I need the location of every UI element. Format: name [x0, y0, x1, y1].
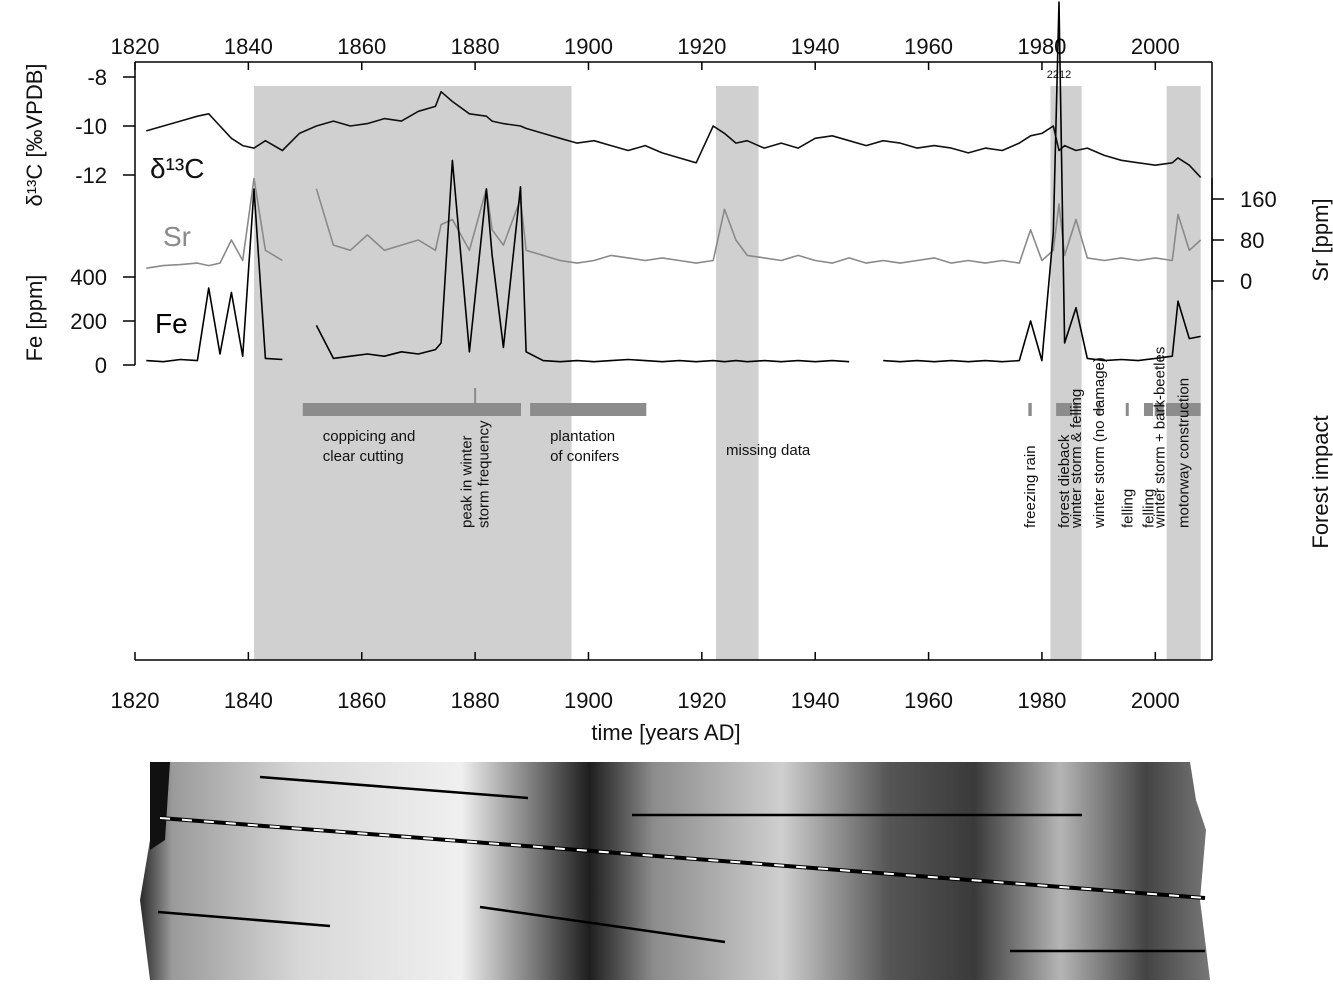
series-label: Fe — [155, 308, 188, 339]
x-tick-label: 2000 — [1131, 34, 1180, 59]
x-tick-label: 1860 — [337, 34, 386, 59]
x-tick-label: 1940 — [791, 688, 840, 713]
x-tick-label: 1880 — [451, 688, 500, 713]
x-tick-label: 1960 — [904, 34, 953, 59]
impact-label: Forest impact — [1308, 415, 1333, 548]
x-tick-label: 1920 — [677, 688, 726, 713]
event-label: plantation — [550, 428, 615, 445]
x-tick-label: 1900 — [564, 34, 613, 59]
photo-area — [140, 762, 1210, 980]
y2-tick-label: 80 — [1240, 228, 1264, 253]
event-bar — [302, 403, 522, 416]
y2-axis-label: Sr [ppm] — [1308, 198, 1333, 281]
event-label: clear cutting — [323, 448, 404, 465]
event-bar — [1166, 403, 1201, 416]
event-label: freezing rain — [1022, 445, 1039, 528]
event-label: winter storm + bark-beetles — [1151, 347, 1168, 529]
annotation: missing data — [726, 442, 811, 459]
series-label: δ¹³C — [150, 153, 204, 184]
x-tick-label: 1820 — [111, 688, 160, 713]
x-tick-label: 1900 — [564, 688, 613, 713]
y-tick-label: -8 — [87, 65, 107, 90]
event-bar — [1125, 403, 1129, 416]
x-tick-label: 1980 — [1017, 688, 1066, 713]
y-tick-label: -10 — [75, 114, 107, 139]
event-label: motorway construction — [1175, 378, 1192, 528]
x-tick-label: 1940 — [791, 34, 840, 59]
photo-line — [157, 910, 331, 928]
shaded-period — [1166, 86, 1201, 660]
y-tick-label: -12 — [75, 163, 107, 188]
event-bar — [530, 403, 647, 416]
series-label: Sr — [163, 221, 191, 252]
y3-tick-label: 400 — [70, 265, 107, 290]
event-label: felling — [1141, 489, 1158, 528]
event-label: of conifers — [550, 448, 619, 465]
growth-axis — [159, 816, 1206, 900]
series-line — [146, 90, 1202, 178]
shaded-periods — [254, 86, 1201, 660]
event-label: felling — [1119, 489, 1136, 528]
event-bar — [1074, 403, 1078, 416]
event-bar — [1056, 403, 1072, 416]
photo-line — [479, 905, 726, 944]
series-line — [146, 177, 1202, 269]
event-label: storm frequency — [476, 420, 493, 528]
series-line — [146, 1, 1201, 363]
event-label: winter storm (no damage) — [1091, 357, 1108, 529]
stalagmite-photo — [140, 762, 1210, 980]
shaded-period — [254, 86, 572, 660]
photo-line — [259, 775, 529, 800]
y2-tick-label: 0 — [1240, 269, 1252, 294]
x-tick-label: 1820 — [111, 34, 160, 59]
event-label: winter storm & felling — [1068, 389, 1085, 529]
event-bar — [1097, 403, 1101, 416]
axes — [134, 61, 1213, 661]
x-tick-label: 1840 — [224, 688, 273, 713]
x-tick-label: 2000 — [1131, 688, 1180, 713]
event-bar — [1143, 403, 1154, 416]
y-axis-label: δ¹³C [‰VPDB] — [22, 63, 47, 206]
event-label: peak in winter — [459, 435, 476, 528]
y3-axis-label: Fe [ppm] — [22, 275, 47, 362]
x-tick-label: 1880 — [451, 34, 500, 59]
annotation: 2212 — [1047, 69, 1071, 81]
x-tick-label: 1920 — [677, 34, 726, 59]
x-tick-label: 1840 — [224, 34, 273, 59]
event-label: forest dieback — [1056, 434, 1073, 528]
event-bar — [1028, 403, 1032, 416]
event-bar — [1154, 403, 1164, 416]
event-label: coppicing and — [323, 428, 416, 445]
x-tick-label: 1960 — [904, 688, 953, 713]
shaded-period — [716, 86, 759, 660]
y3-tick-label: 200 — [70, 309, 107, 334]
x-axis-label: time [years AD] — [591, 720, 740, 745]
shaded-period — [1050, 86, 1082, 660]
y3-tick-label: 0 — [95, 353, 107, 378]
photo-edge — [150, 762, 170, 850]
x-tick-label: 1860 — [337, 688, 386, 713]
y2-tick-label: 160 — [1240, 187, 1277, 212]
